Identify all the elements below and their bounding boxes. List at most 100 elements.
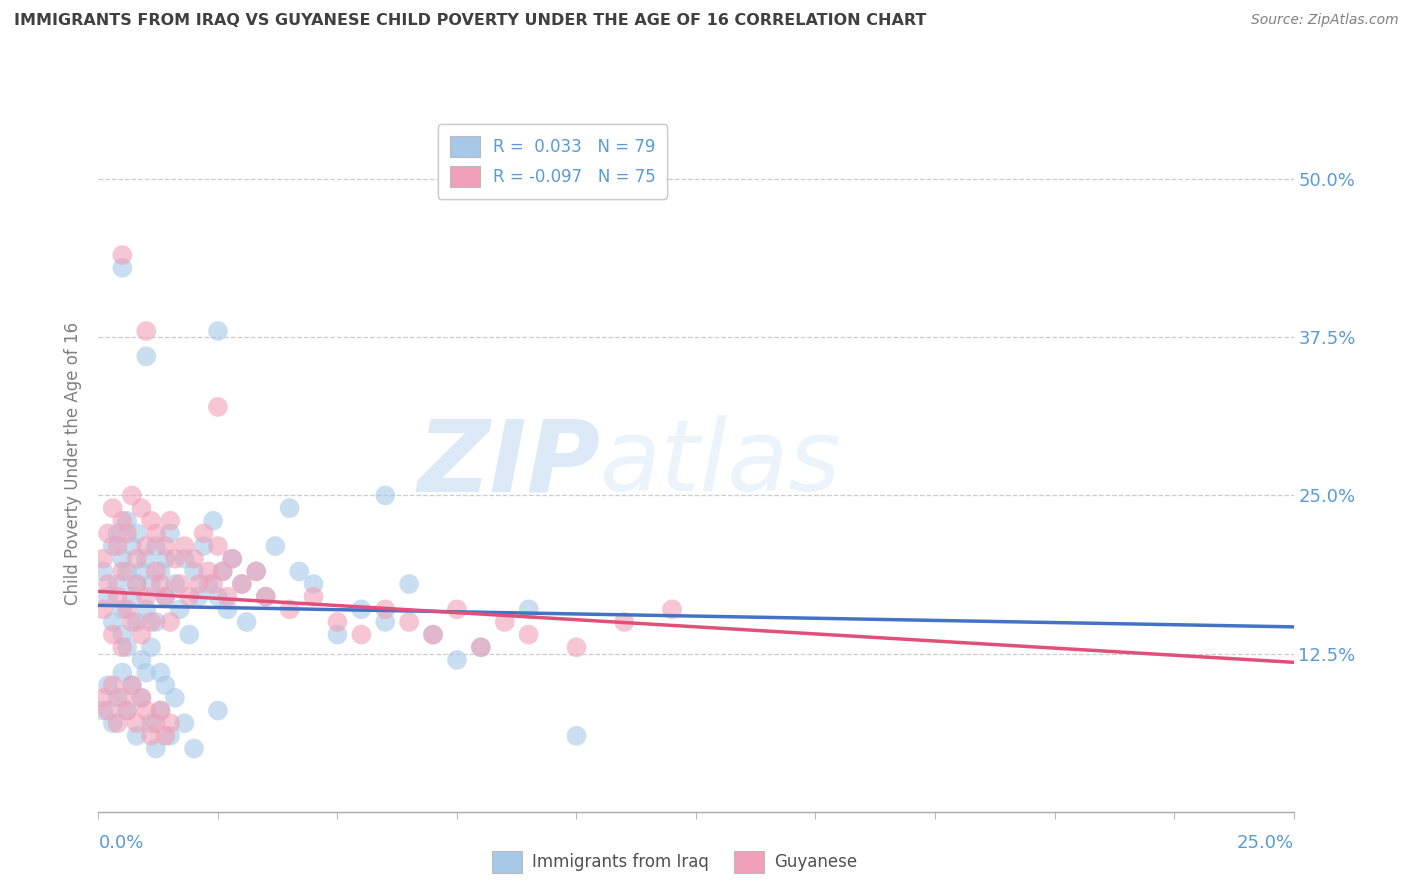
- Point: [179, 590, 201, 604]
- Point: [111, 514, 134, 528]
- Point: [111, 640, 134, 655]
- Point: [125, 577, 148, 591]
- Text: atlas: atlas: [600, 416, 842, 512]
- Point: [111, 551, 134, 566]
- Point: [145, 615, 167, 629]
- Point: [202, 577, 225, 591]
- Point: [125, 526, 148, 541]
- Point: [231, 577, 253, 591]
- Point: [101, 627, 124, 641]
- Point: [179, 627, 201, 641]
- Point: [107, 577, 129, 591]
- Point: [111, 248, 134, 262]
- Point: [254, 590, 277, 604]
- Point: [207, 590, 229, 604]
- Point: [159, 514, 181, 528]
- Point: [135, 324, 157, 338]
- Point: [155, 590, 177, 604]
- Point: [131, 627, 153, 641]
- Point: [101, 501, 124, 516]
- Point: [163, 577, 186, 591]
- Point: [231, 577, 253, 591]
- Point: [131, 653, 153, 667]
- Point: [169, 602, 191, 616]
- Point: [155, 678, 177, 692]
- Point: [91, 704, 114, 718]
- Point: [111, 260, 134, 275]
- Text: 0.0%: 0.0%: [98, 834, 143, 852]
- Point: [97, 704, 120, 718]
- Point: [163, 551, 186, 566]
- Point: [131, 690, 153, 705]
- Point: [121, 488, 143, 502]
- Point: [145, 741, 167, 756]
- Point: [121, 615, 143, 629]
- Point: [302, 577, 325, 591]
- Point: [517, 602, 540, 616]
- Point: [197, 565, 219, 579]
- Point: [135, 349, 157, 363]
- Point: [193, 526, 215, 541]
- Point: [217, 590, 239, 604]
- Point: [470, 640, 492, 655]
- Legend: R =  0.033   N = 79, R = -0.097   N = 75: R = 0.033 N = 79, R = -0.097 N = 75: [437, 124, 668, 199]
- Point: [470, 640, 492, 655]
- Point: [565, 640, 588, 655]
- Point: [517, 627, 540, 641]
- Point: [97, 678, 120, 692]
- Point: [101, 678, 124, 692]
- Point: [149, 577, 172, 591]
- Point: [187, 590, 209, 604]
- Point: [131, 690, 153, 705]
- Point: [326, 615, 349, 629]
- Text: ZIP: ZIP: [418, 416, 600, 512]
- Point: [245, 565, 267, 579]
- Point: [107, 590, 129, 604]
- Point: [183, 565, 205, 579]
- Point: [613, 615, 636, 629]
- Y-axis label: Child Poverty Under the Age of 16: Child Poverty Under the Age of 16: [65, 322, 83, 606]
- Point: [661, 602, 683, 616]
- Legend: Immigrants from Iraq, Guyanese: Immigrants from Iraq, Guyanese: [485, 845, 865, 880]
- Point: [374, 615, 396, 629]
- Point: [207, 539, 229, 553]
- Point: [145, 539, 167, 553]
- Point: [101, 539, 124, 553]
- Point: [163, 690, 186, 705]
- Point: [145, 716, 167, 731]
- Point: [107, 716, 129, 731]
- Point: [131, 565, 153, 579]
- Point: [135, 590, 157, 604]
- Point: [278, 602, 301, 616]
- Point: [125, 615, 148, 629]
- Point: [217, 602, 239, 616]
- Point: [221, 551, 243, 566]
- Point: [111, 690, 134, 705]
- Point: [139, 577, 162, 591]
- Point: [183, 741, 205, 756]
- Point: [169, 577, 191, 591]
- Point: [145, 565, 167, 579]
- Point: [350, 627, 373, 641]
- Point: [97, 577, 120, 591]
- Text: Source: ZipAtlas.com: Source: ZipAtlas.com: [1251, 13, 1399, 28]
- Point: [149, 704, 172, 718]
- Point: [111, 627, 134, 641]
- Point: [159, 615, 181, 629]
- Point: [125, 577, 148, 591]
- Point: [446, 602, 468, 616]
- Point: [288, 565, 311, 579]
- Point: [326, 627, 349, 641]
- Point: [131, 501, 153, 516]
- Point: [155, 539, 177, 553]
- Point: [183, 551, 205, 566]
- Point: [115, 704, 138, 718]
- Text: 25.0%: 25.0%: [1236, 834, 1294, 852]
- Point: [149, 665, 172, 680]
- Point: [173, 551, 195, 566]
- Point: [374, 602, 396, 616]
- Point: [107, 690, 129, 705]
- Point: [91, 551, 114, 566]
- Point: [139, 615, 162, 629]
- Point: [115, 602, 138, 616]
